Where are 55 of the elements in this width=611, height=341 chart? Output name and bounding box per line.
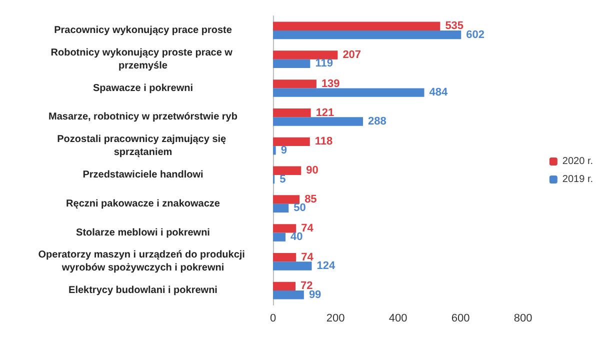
y-tick-label: Stolarze meblowi i pokrewni (76, 227, 210, 238)
bar (273, 108, 311, 118)
data-label: 74 (301, 251, 314, 264)
y-tick-label: Masarze, robotnicy w przetwórstwie ryb (48, 112, 238, 123)
bar (273, 30, 462, 40)
bar (273, 166, 302, 175)
data-label: 118 (314, 136, 333, 148)
y-tick-label: Spawacze i pokrewni (92, 82, 194, 94)
data-label: 5 (280, 173, 286, 186)
bar (273, 232, 286, 242)
bar (273, 22, 440, 30)
bar (273, 88, 424, 97)
bar (273, 137, 310, 146)
legend-label: 2020 r. (562, 156, 594, 167)
bar (273, 50, 338, 60)
x-tick-label: 0 (270, 312, 276, 324)
bar (273, 117, 363, 126)
bar (273, 282, 296, 291)
x-tick-label: 200 (326, 312, 345, 324)
data-label: 90 (306, 164, 318, 177)
bar (273, 146, 276, 155)
y-tick-label: Pracownicy wykonujący prace proste (54, 24, 232, 36)
data-label: 484 (429, 86, 448, 99)
bar (273, 224, 296, 233)
data-label: 207 (342, 49, 362, 62)
data-label: 119 (315, 58, 333, 70)
data-label: 40 (290, 231, 303, 244)
data-label: 139 (321, 78, 340, 90)
x-tick-label: 800 (514, 312, 532, 324)
data-label: 99 (308, 288, 322, 301)
y-tick-label: Ręczni pakowacze i znakowacze (66, 198, 220, 210)
bar (273, 59, 310, 68)
data-label: 50 (294, 202, 306, 214)
y-tick-label: Robotnicy wykonujący proste prace w przemyśle (50, 47, 236, 72)
bar (273, 204, 289, 213)
y-tick-label: Elektrycy budowlani i pokrewni (68, 285, 218, 296)
x-tick-label: 400 (388, 312, 408, 324)
data-label: 121 (316, 106, 334, 119)
y-tick-label: Przedstawiciele handlowi (82, 169, 204, 180)
data-label: 9 (280, 144, 287, 156)
y-tick-label: Pozostali pracownicy zajmujący się sprzątaniem (57, 134, 229, 158)
data-label: 288 (368, 115, 386, 128)
data-label: 74 (301, 222, 314, 234)
data-label: 85 (304, 194, 317, 206)
data-label: 602 (466, 28, 484, 41)
data-label: 535 (445, 20, 464, 32)
bar (273, 80, 316, 88)
legend-label: 2019 r. (562, 174, 594, 185)
bar (273, 290, 304, 300)
x-tick-label: 600 (451, 312, 470, 324)
data-label: 124 (316, 260, 336, 272)
bar (273, 195, 300, 204)
bar (273, 252, 296, 262)
y-tick-label: Operatorzy maszyn i urządzeń do produkcji wyrobów spożywczych i pokrewni (38, 250, 248, 274)
bar (273, 262, 312, 270)
